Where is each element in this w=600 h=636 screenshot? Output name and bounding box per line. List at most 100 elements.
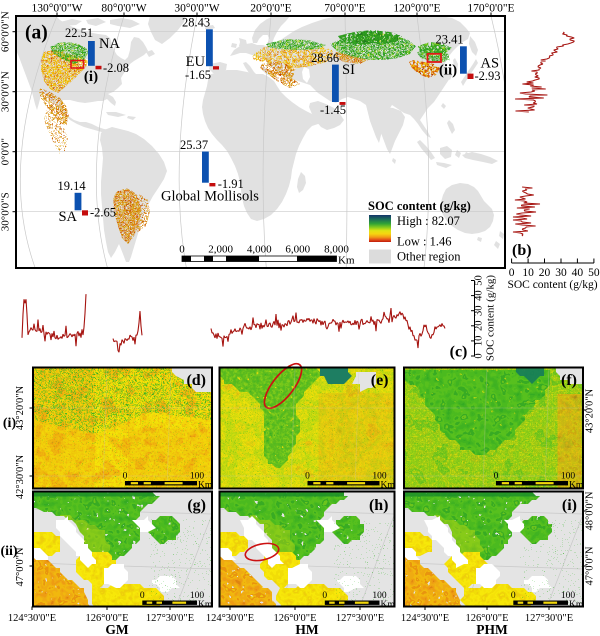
- svg-text:20: 20: [539, 267, 551, 279]
- svg-text:SI: SI: [342, 62, 355, 78]
- svg-text:100: 100: [372, 591, 387, 601]
- svg-text:25.37: 25.37: [180, 138, 208, 152]
- svg-text:0: 0: [509, 267, 515, 279]
- svg-text:70°0'0"E: 70°0'0"E: [324, 3, 365, 15]
- svg-text:6,000: 6,000: [285, 244, 310, 256]
- svg-text:47°0'0"N: 47°0'0"N: [15, 547, 26, 586]
- svg-text:Km: Km: [198, 481, 213, 491]
- svg-text:100: 100: [372, 472, 387, 482]
- svg-text:126°0'0"E: 126°0'0"E: [273, 613, 316, 624]
- svg-text:-1.45: -1.45: [320, 103, 346, 117]
- svg-text:124°30'0"E: 124°30'0"E: [206, 613, 254, 624]
- svg-text:23.41: 23.41: [435, 33, 463, 47]
- svg-text:0: 0: [305, 472, 310, 482]
- svg-text:10: 10: [522, 267, 534, 279]
- svg-text:-1.65: -1.65: [185, 68, 211, 82]
- svg-text:Km: Km: [198, 600, 213, 610]
- svg-text:Km: Km: [338, 255, 355, 267]
- svg-text:127°30'0"E: 127°30'0"E: [525, 613, 573, 624]
- svg-text:10: 10: [474, 336, 485, 347]
- svg-text:EU: EU: [186, 54, 206, 70]
- svg-text:0: 0: [511, 591, 516, 601]
- svg-text:43°20'0"N: 43°20'0"N: [585, 388, 596, 433]
- svg-text:48°0'0"N: 48°0'0"N: [585, 491, 596, 530]
- svg-text:28.43: 28.43: [182, 16, 210, 30]
- svg-text:126°0'0"E: 126°0'0"E: [85, 613, 128, 624]
- svg-text:126°0'0"E: 126°0'0"E: [465, 613, 508, 624]
- svg-text:(c): (c): [450, 344, 468, 361]
- svg-text:8,000: 8,000: [324, 244, 349, 256]
- svg-text:40: 40: [474, 290, 485, 301]
- svg-text:4,000: 4,000: [247, 244, 272, 256]
- svg-text:SOC content (g/kg): SOC content (g/kg): [485, 275, 497, 361]
- svg-text:(i): (i): [84, 69, 98, 85]
- svg-text:(e): (e): [371, 372, 389, 389]
- svg-text:30°0'0"W: 30°0'0"W: [174, 3, 219, 15]
- svg-text:2,000: 2,000: [208, 244, 233, 256]
- svg-text:0: 0: [494, 472, 499, 482]
- svg-text:-2.08: -2.08: [103, 61, 129, 75]
- svg-text:(f): (f): [561, 372, 577, 389]
- svg-text:130°0'0"W: 130°0'0"W: [32, 3, 83, 15]
- svg-text:40: 40: [572, 267, 584, 279]
- svg-text:Km: Km: [381, 481, 396, 491]
- svg-text:0: 0: [179, 244, 185, 256]
- svg-text:High : 82.07: High : 82.07: [397, 214, 460, 228]
- svg-text:19.14: 19.14: [57, 179, 86, 193]
- svg-text:30: 30: [555, 267, 567, 279]
- svg-text:20°0'0"E: 20°0'0"E: [250, 3, 291, 15]
- svg-text:(b): (b): [512, 242, 532, 259]
- svg-text:47°0'0"N: 47°0'0"N: [585, 546, 596, 585]
- svg-text:43°20'0"N: 43°20'0"N: [15, 385, 26, 430]
- svg-text:22.51: 22.51: [65, 26, 93, 40]
- svg-text:0°0'0": 0°0'0": [0, 138, 12, 165]
- svg-text:127°30'0"E: 127°30'0"E: [336, 613, 384, 624]
- svg-text:30: 30: [474, 305, 485, 316]
- svg-text:0: 0: [322, 591, 327, 601]
- svg-text:127°30'0"E: 127°30'0"E: [146, 613, 194, 624]
- svg-text:Low : 1.46: Low : 1.46: [397, 235, 452, 249]
- svg-text:-2.65: -2.65: [90, 206, 116, 220]
- svg-text:NA: NA: [99, 36, 120, 52]
- svg-text:Km: Km: [569, 600, 584, 610]
- svg-text:(ii): (ii): [0, 544, 17, 559]
- svg-text:(g): (g): [187, 497, 206, 514]
- svg-text:120°0'0"E: 120°0'0"E: [393, 3, 440, 15]
- svg-text:Km: Km: [381, 600, 396, 610]
- svg-text:Km: Km: [569, 481, 584, 491]
- svg-text:30°0'0"N: 30°0'0"N: [0, 71, 12, 112]
- svg-text:170°0'0"E: 170°0'0"E: [467, 3, 514, 15]
- svg-text:SOC content (g/kg): SOC content (g/kg): [368, 199, 471, 213]
- svg-text:30°0'0"S: 30°0'0"S: [0, 192, 12, 231]
- svg-text:(ii): (ii): [439, 63, 457, 79]
- svg-text:0: 0: [123, 472, 128, 482]
- svg-text:SOC content (g/kg): SOC content (g/kg): [507, 279, 597, 291]
- svg-text:SA: SA: [58, 209, 77, 225]
- svg-text:100: 100: [190, 472, 205, 482]
- svg-text:(i): (i): [3, 416, 17, 431]
- svg-text:GM: GM: [105, 622, 129, 636]
- svg-text:Global Mollisols: Global Mollisols: [161, 189, 259, 205]
- svg-text:124°30'0"E: 124°30'0"E: [401, 613, 449, 624]
- svg-text:0: 0: [140, 591, 145, 601]
- svg-text:80°0'0"W: 80°0'0"W: [101, 3, 146, 15]
- svg-text:100: 100: [561, 591, 576, 601]
- svg-text:100: 100: [561, 472, 576, 482]
- svg-text:-1.91: -1.91: [218, 177, 244, 191]
- svg-text:50: 50: [474, 275, 485, 286]
- svg-text:42°30'0"N: 42°30'0"N: [15, 454, 26, 499]
- svg-text:28.66: 28.66: [311, 51, 339, 65]
- svg-text:124°30'0"E: 124°30'0"E: [8, 613, 56, 624]
- svg-text:(a): (a): [25, 23, 48, 44]
- svg-text:50: 50: [588, 267, 600, 279]
- svg-text:Other region: Other region: [397, 250, 461, 264]
- svg-text:20: 20: [474, 321, 485, 332]
- svg-text:(d): (d): [186, 372, 206, 389]
- svg-text:100: 100: [190, 591, 205, 601]
- svg-text:-2.93: -2.93: [475, 69, 501, 83]
- svg-text:HM: HM: [295, 622, 319, 636]
- svg-text:0: 0: [474, 353, 485, 358]
- svg-text:(i): (i): [562, 497, 577, 514]
- svg-text:(h): (h): [369, 497, 389, 514]
- svg-text:60°0'0"N: 60°0'0"N: [0, 11, 12, 52]
